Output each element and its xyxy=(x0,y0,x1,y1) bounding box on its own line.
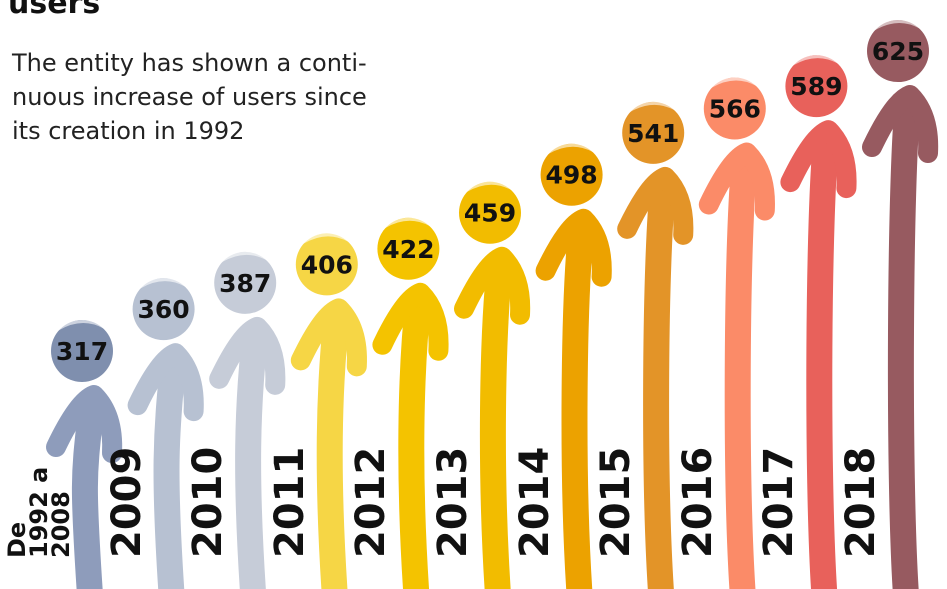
arrow xyxy=(656,183,663,589)
arrow xyxy=(411,299,418,589)
arrow xyxy=(901,101,908,589)
category-label: 2009 xyxy=(110,418,144,558)
arrow xyxy=(575,225,582,589)
arrow xyxy=(738,159,745,589)
value-label: 541 xyxy=(627,119,679,148)
value-label: 589 xyxy=(790,72,842,101)
value-label: 387 xyxy=(219,269,271,298)
category-label: 2016 xyxy=(681,418,715,558)
category-label: 2017 xyxy=(762,418,796,558)
category-label: 2015 xyxy=(599,418,633,558)
category-label: 2010 xyxy=(191,418,225,558)
page: users The entity has shown a conti-nuous… xyxy=(0,0,947,589)
value-label: 498 xyxy=(546,161,598,190)
category-label: 2011 xyxy=(273,418,307,558)
category-label: 2012 xyxy=(354,418,388,558)
value-label: 566 xyxy=(709,95,761,124)
category-label: 2014 xyxy=(518,418,552,558)
arrow xyxy=(85,401,92,589)
arrow xyxy=(248,333,255,589)
category-label: De 1992 a 2008 xyxy=(6,458,72,558)
value-label: 406 xyxy=(301,250,353,279)
arrow xyxy=(330,314,337,589)
category-label: 2013 xyxy=(436,418,470,558)
value-label: 317 xyxy=(56,337,108,366)
value-label: 360 xyxy=(138,295,190,324)
value-label: 422 xyxy=(382,235,434,264)
arrow xyxy=(819,136,826,589)
value-label: 625 xyxy=(872,37,924,66)
arrow xyxy=(493,263,500,589)
value-label: 459 xyxy=(464,199,516,228)
arrow xyxy=(167,359,174,589)
category-label: 2018 xyxy=(844,418,878,558)
